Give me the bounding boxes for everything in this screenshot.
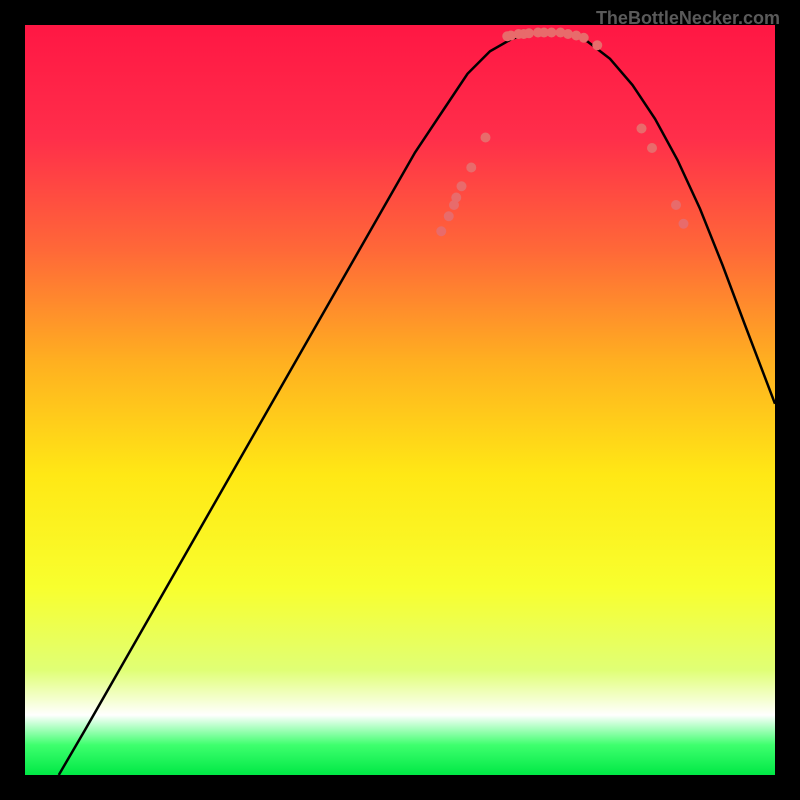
bottleneck-curve-line bbox=[59, 33, 775, 776]
data-marker bbox=[547, 28, 557, 38]
data-marker bbox=[436, 226, 446, 236]
watermark-text: TheBottleNecker.com bbox=[596, 8, 780, 29]
data-marker bbox=[524, 28, 534, 38]
data-marker bbox=[671, 200, 681, 210]
data-marker bbox=[481, 133, 491, 143]
data-marker bbox=[679, 219, 689, 229]
data-marker bbox=[451, 193, 461, 203]
data-marker bbox=[579, 33, 589, 43]
curve-overlay bbox=[25, 25, 775, 775]
bottleneck-chart bbox=[25, 25, 775, 775]
data-marker bbox=[466, 163, 476, 173]
data-markers bbox=[436, 28, 688, 237]
data-marker bbox=[444, 211, 454, 221]
data-marker bbox=[457, 181, 467, 191]
data-marker bbox=[647, 143, 657, 153]
data-marker bbox=[637, 124, 647, 134]
data-marker bbox=[592, 40, 602, 50]
